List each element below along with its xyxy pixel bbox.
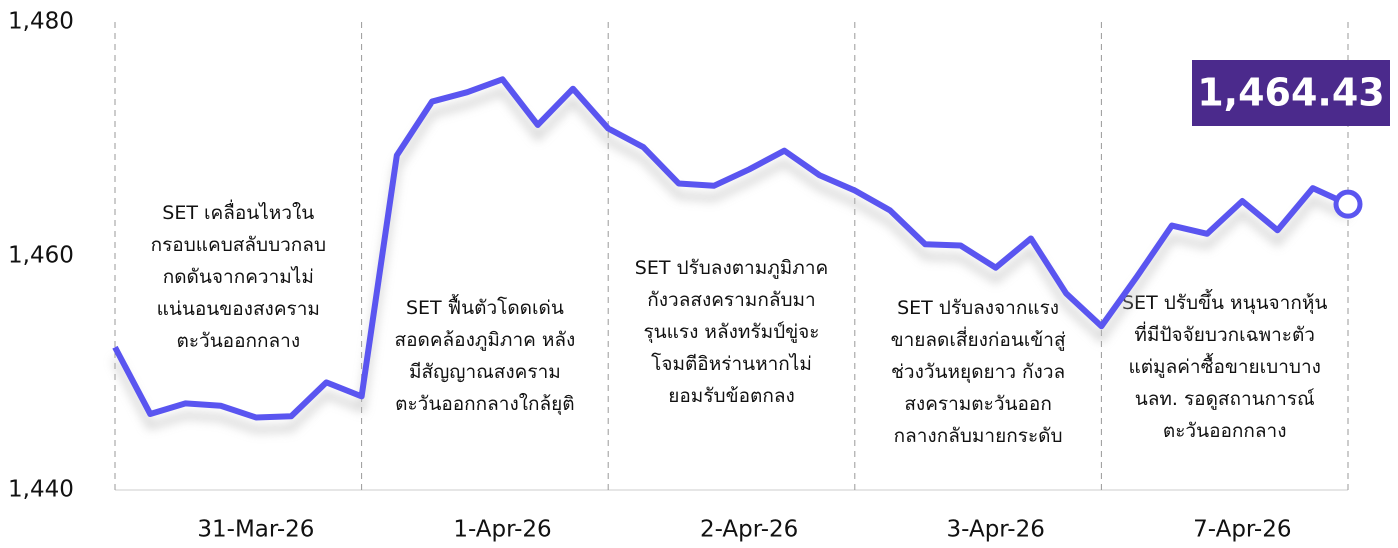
y-tick-label: 1,440 bbox=[8, 477, 74, 503]
annotation-line: โจมตีอิหร่านหากไม่ bbox=[651, 352, 812, 375]
annotation: SET เคลื่อนไหวในกรอบแคบสลับบวกลบกดดันจาก… bbox=[151, 199, 326, 352]
annotation-line: ตะวันออกกลางใกล้ยุติ bbox=[395, 393, 575, 416]
line-shadow bbox=[112, 87, 1350, 433]
annotation: SET ปรับลงตามภูมิภาคกังวลสงครามกลับมารุน… bbox=[635, 257, 828, 407]
annotation-line: มีสัญญาณสงคราม bbox=[409, 361, 561, 383]
annotation-line: สอดคล้องภูมิภาค หลัง bbox=[394, 329, 575, 351]
annotation-line: ขายลดเสี่ยงก่อนเข้าสู่ bbox=[891, 326, 1066, 351]
annotation-line: SET เคลื่อนไหวใน bbox=[162, 199, 314, 224]
x-tick-label: 3-Apr-26 bbox=[947, 517, 1045, 543]
annotation-line: แต่มูลค่าซื้อขายเบาบาง bbox=[1128, 353, 1320, 378]
annotation-line: SET ปรับขึ้น หนุนจากหุ้น bbox=[1122, 289, 1327, 315]
annotation: SET ปรับขึ้น หนุนจากหุ้นที่มีปัจจัยบวกเฉ… bbox=[1122, 289, 1327, 442]
annotation-line: ที่มีปัจจัยบวกเฉพาะตัว bbox=[1134, 321, 1315, 346]
annotation-line: ยอมรับข้อตกลง bbox=[668, 385, 795, 407]
y-tick-label: 1,480 bbox=[8, 9, 74, 35]
annotation-line: กลางกลับมายกระดับ bbox=[894, 425, 1063, 447]
x-tick-label: 2-Apr-26 bbox=[700, 517, 798, 543]
annotation: SET ฟื้นตัวโดดเด่นสอดคล้องภูมิภาค หลังมี… bbox=[394, 294, 575, 416]
annotation-line: กดดันจากความไม่ bbox=[163, 266, 314, 288]
annotation-line: กรอบแคบสลับบวกลบ bbox=[151, 234, 326, 256]
x-tick-label: 1-Apr-26 bbox=[453, 517, 551, 543]
annotation-line: SET ปรับลงจากแรง bbox=[897, 297, 1059, 319]
end-point bbox=[1333, 189, 1363, 219]
value-label: 1,464.43 bbox=[1197, 71, 1385, 115]
annotation-line: แน่นอนของสงคราม bbox=[157, 298, 320, 320]
x-tick-label: 31-Mar-26 bbox=[197, 517, 314, 543]
annotation-line: ตะวันออกกลาง bbox=[176, 330, 300, 352]
annotation-line: ช่วงวันหยุดยาว กังวล bbox=[891, 361, 1065, 384]
annotation-line: รุนแรง หลังทรัมป์ขู่จะ bbox=[643, 321, 819, 344]
annotation-line: ตะวันออกกลาง bbox=[1163, 420, 1287, 442]
value-label-box bbox=[1192, 60, 1390, 126]
annotation: SET ปรับลงจากแรงขายลดเสี่ยงก่อนเข้าสู่ช่… bbox=[891, 297, 1066, 447]
annotation-line: SET ฟื้นตัวโดดเด่น bbox=[406, 294, 564, 319]
annotation-line: กังวลสงครามกลับมา bbox=[647, 289, 815, 311]
line bbox=[112, 76, 1350, 421]
x-tick-label: 7-Apr-26 bbox=[1193, 517, 1291, 543]
annotation-line: นลท. รอดูสถานการณ์ bbox=[1135, 388, 1315, 410]
y-tick-label: 1,460 bbox=[8, 243, 74, 269]
annotation-line: สงครามตะวันออก bbox=[904, 393, 1052, 415]
annotation-line: SET ปรับลงตามภูมิภาค bbox=[635, 257, 828, 279]
